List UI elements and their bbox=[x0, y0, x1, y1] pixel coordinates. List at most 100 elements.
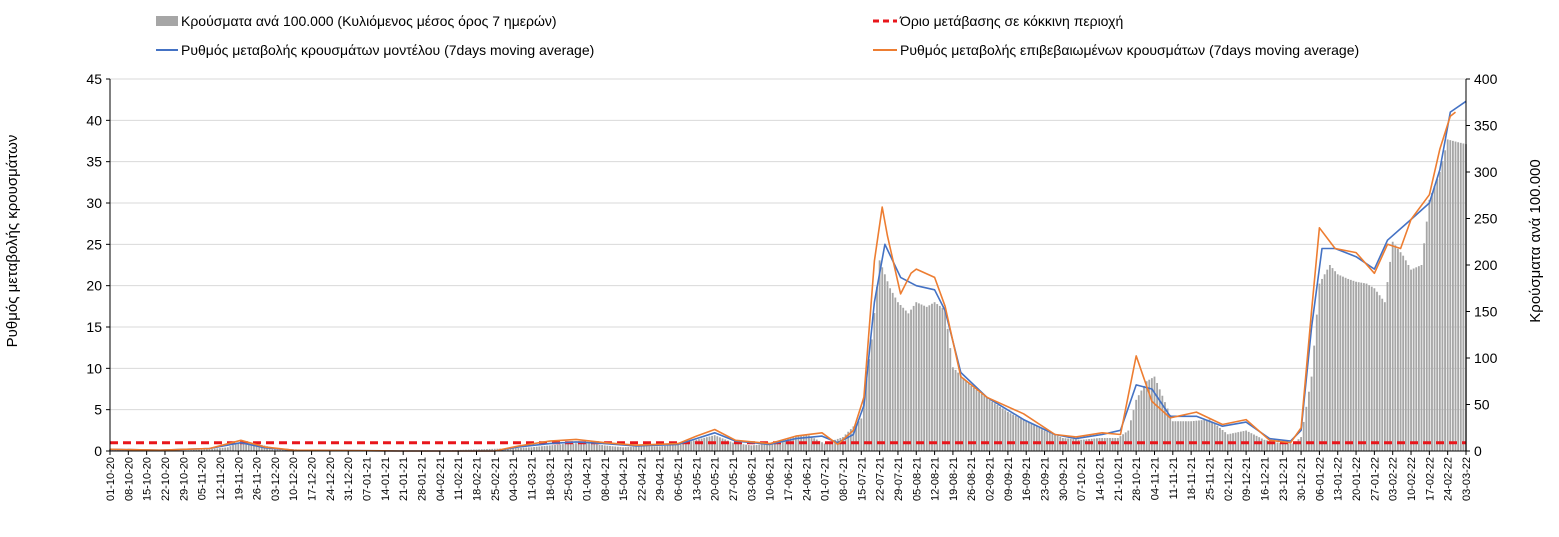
bar bbox=[999, 406, 1001, 451]
bar bbox=[1022, 419, 1025, 451]
bar bbox=[794, 436, 797, 451]
bar bbox=[1200, 420, 1203, 451]
bar bbox=[1226, 434, 1229, 451]
bar bbox=[1004, 410, 1007, 451]
bar bbox=[208, 449, 211, 451]
bar bbox=[1114, 437, 1117, 451]
x-axis-ticks: 01-10-20 08-10-20 15-10-20 22-10-20 29-10-20… bbox=[105, 451, 1473, 501]
x-tick-label: 01-07-21 bbox=[820, 457, 832, 501]
bar bbox=[1140, 390, 1143, 451]
bar bbox=[1378, 295, 1381, 451]
bar bbox=[493, 448, 496, 451]
bar bbox=[1462, 143, 1465, 452]
x-tick-label: 24-06-21 bbox=[801, 457, 813, 501]
bar bbox=[962, 377, 965, 451]
bar bbox=[1349, 279, 1352, 451]
bar bbox=[1347, 278, 1350, 451]
bar bbox=[554, 444, 556, 451]
bar bbox=[1302, 421, 1305, 451]
bar bbox=[1263, 439, 1266, 451]
x-tick-label: 27-05-21 bbox=[728, 457, 740, 501]
bar bbox=[978, 391, 981, 451]
x-tick-label: 07-01-21 bbox=[362, 457, 374, 501]
bar bbox=[575, 443, 577, 451]
left-tick-label: 30 bbox=[86, 195, 102, 211]
bar bbox=[883, 274, 886, 451]
bar bbox=[865, 378, 868, 451]
bar bbox=[650, 446, 653, 451]
bar bbox=[863, 398, 865, 451]
bar bbox=[1098, 437, 1101, 451]
bar bbox=[1334, 271, 1337, 451]
bar bbox=[245, 442, 248, 451]
left-tick-label: 15 bbox=[86, 319, 102, 335]
bar bbox=[1383, 302, 1386, 451]
bar bbox=[276, 448, 279, 451]
bar bbox=[645, 446, 648, 451]
bar bbox=[1407, 265, 1410, 451]
bar bbox=[1166, 408, 1169, 451]
bar bbox=[1281, 443, 1284, 451]
bar bbox=[1093, 438, 1096, 451]
bar bbox=[855, 423, 857, 451]
bar bbox=[664, 445, 666, 451]
bar bbox=[593, 443, 596, 451]
bar bbox=[826, 442, 829, 451]
bar bbox=[1085, 439, 1088, 451]
x-tick-label: 22-07-21 bbox=[875, 457, 887, 501]
x-tick-label: 25-02-21 bbox=[490, 457, 502, 501]
bar bbox=[902, 307, 905, 451]
bar bbox=[619, 447, 622, 451]
right-tick-label: 250 bbox=[1474, 211, 1498, 227]
bar bbox=[808, 435, 810, 451]
x-tick-label: 12-08-21 bbox=[930, 457, 942, 501]
bar bbox=[766, 443, 768, 451]
bar bbox=[716, 436, 719, 451]
bar bbox=[1080, 439, 1083, 451]
bar bbox=[541, 446, 543, 451]
bar bbox=[1075, 439, 1077, 451]
bar bbox=[666, 445, 669, 451]
x-tick-label: 22-10-20 bbox=[160, 457, 172, 501]
bar bbox=[1054, 434, 1056, 451]
x-tick-label: 26-08-21 bbox=[966, 457, 978, 501]
bar bbox=[831, 440, 834, 451]
bar bbox=[732, 442, 734, 451]
bar bbox=[606, 445, 609, 451]
bar bbox=[1056, 435, 1059, 451]
bar bbox=[692, 440, 695, 451]
right-tick-label: 0 bbox=[1474, 443, 1482, 459]
x-tick-label: 24-12-20 bbox=[325, 457, 337, 501]
bar bbox=[616, 446, 619, 451]
bar-series bbox=[109, 139, 1467, 452]
bar bbox=[1171, 421, 1174, 451]
x-tick-label: 01-10-20 bbox=[105, 457, 117, 501]
bar bbox=[1315, 314, 1318, 451]
bar bbox=[1399, 252, 1402, 451]
bar bbox=[768, 443, 771, 451]
bar bbox=[876, 286, 878, 451]
bar bbox=[1203, 419, 1206, 451]
bar bbox=[1305, 406, 1308, 451]
bar bbox=[1336, 274, 1339, 451]
bar bbox=[1308, 391, 1310, 451]
bar bbox=[904, 310, 907, 451]
bar bbox=[1179, 421, 1182, 451]
x-tick-label: 25-03-21 bbox=[563, 457, 575, 501]
bar bbox=[1266, 440, 1268, 451]
bar bbox=[1137, 395, 1140, 451]
legend-label-confirmed-line: Ρυθμός μεταβολής επιβεβαιωμένων κρουσμάτ… bbox=[900, 42, 1359, 58]
x-tick-label: 08-04-21 bbox=[600, 457, 612, 501]
bar bbox=[878, 260, 881, 451]
bar bbox=[988, 399, 991, 451]
legend-label-threshold: Όριο μετάβασης σε κόκκινη περιοχή bbox=[899, 13, 1123, 29]
bar bbox=[1064, 438, 1067, 451]
x-tick-label: 29-07-21 bbox=[893, 457, 905, 501]
bar bbox=[603, 445, 606, 451]
bar bbox=[1211, 421, 1213, 451]
bar bbox=[1376, 291, 1378, 451]
bar bbox=[572, 443, 575, 451]
bar bbox=[1289, 443, 1292, 451]
bar bbox=[512, 448, 515, 451]
